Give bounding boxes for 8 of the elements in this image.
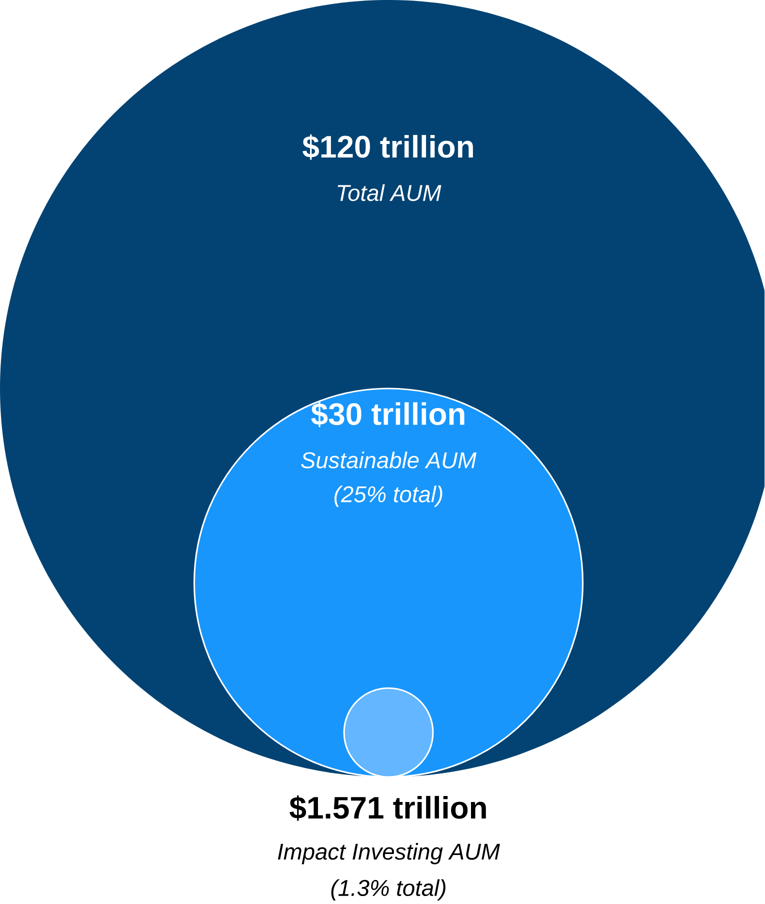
category-label: Sustainable AUM [301, 452, 477, 468]
data-label: $1.571 trillion [290, 795, 486, 821]
text: (25% total) [334, 486, 442, 507]
category-label: Impact Investing AUM [278, 843, 500, 864]
data-label: $120 trillion [302, 134, 474, 160]
text: (1.3% total) [332, 879, 446, 901]
category-label: Total AUM [338, 184, 442, 202]
data-label: $30 trillion [311, 402, 464, 428]
